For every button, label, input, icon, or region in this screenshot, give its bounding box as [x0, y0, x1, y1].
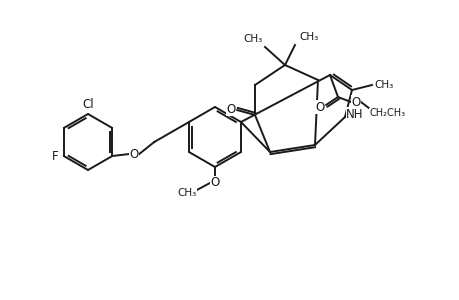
Text: O: O	[210, 176, 219, 190]
Text: Cl: Cl	[82, 98, 94, 110]
Text: NH: NH	[346, 107, 363, 121]
Text: O: O	[129, 148, 139, 160]
Text: CH₃: CH₃	[177, 188, 196, 198]
Text: O: O	[226, 103, 235, 116]
Text: O: O	[351, 95, 360, 109]
Text: F: F	[51, 149, 58, 163]
Text: CH₃: CH₃	[299, 32, 318, 42]
Text: CH₃: CH₃	[374, 80, 393, 90]
Text: CH₃: CH₃	[243, 34, 262, 44]
Text: O: O	[315, 100, 324, 113]
Text: CH₂CH₃: CH₂CH₃	[369, 108, 405, 118]
